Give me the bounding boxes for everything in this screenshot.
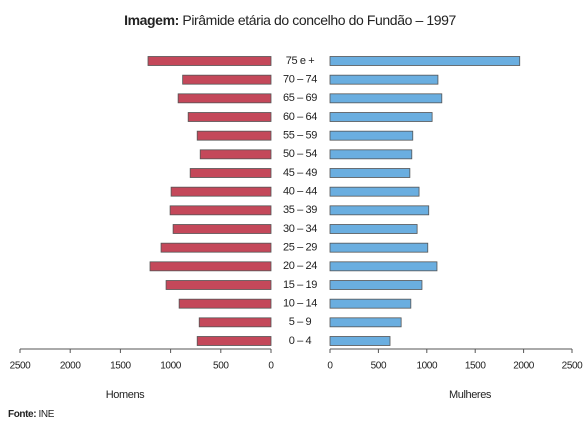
bar	[172, 224, 272, 234]
category-label: 65 – 69	[283, 92, 317, 104]
source: INE	[39, 409, 55, 420]
source-group: Fonte: INE	[8, 409, 55, 420]
x-tick-label: 1000	[160, 361, 181, 372]
bar	[182, 74, 272, 85]
category-label: 75 e +	[286, 55, 315, 67]
category-label: 35 – 39	[283, 204, 317, 216]
x-tick-label: 1000	[416, 361, 437, 372]
bar	[189, 168, 272, 178]
bar	[329, 74, 439, 85]
bar	[329, 56, 521, 66]
category-label: 25 – 29	[283, 242, 317, 254]
bar	[149, 261, 272, 272]
axis-title: Homens	[106, 389, 145, 401]
category-label: 30 – 34	[283, 223, 317, 235]
chart-title: Pirâmide etária do concelho do Fundão – …	[182, 12, 456, 28]
bar	[165, 280, 272, 290]
chart-title-group: Imagem: Pirâmide etária do concelho do F…	[124, 12, 456, 28]
bar	[329, 242, 429, 253]
x-tick-label: 1500	[465, 361, 486, 372]
bar	[169, 205, 272, 216]
x-tick-label: 2000	[60, 361, 81, 372]
category-label: 55 – 59	[283, 130, 317, 142]
bar	[329, 280, 423, 290]
bar	[329, 93, 443, 104]
bar	[199, 149, 272, 160]
category-label: 45 – 49	[283, 167, 317, 179]
category-label: 70 – 74	[283, 74, 317, 86]
category-label: 40 – 44	[283, 186, 317, 198]
bar	[329, 261, 438, 272]
x-tick-label: 0	[268, 361, 274, 372]
bar	[196, 336, 272, 346]
x-tick-label: 2000	[513, 361, 534, 372]
bar	[178, 298, 272, 309]
bar	[170, 186, 272, 197]
category-label: 50 – 54	[283, 148, 317, 160]
bar	[329, 224, 418, 234]
category-label: 10 – 14	[283, 298, 317, 310]
x-tick-label: 2500	[10, 361, 31, 372]
source-label: Fonte:	[8, 409, 36, 420]
category-label: 5 – 9	[289, 316, 312, 328]
bar	[187, 112, 272, 122]
x-tick-label: 500	[371, 361, 387, 372]
bar	[177, 93, 272, 104]
bar	[329, 149, 413, 160]
bar	[196, 130, 272, 141]
x-tick-label: 500	[213, 361, 229, 372]
bar	[329, 336, 391, 346]
bar	[329, 168, 411, 178]
category-label: 15 – 19	[283, 279, 317, 291]
bar	[329, 186, 420, 197]
bar	[329, 205, 430, 216]
bar	[329, 298, 412, 309]
x-tick-label: 1500	[110, 361, 131, 372]
bar	[160, 242, 272, 253]
axis-title: Mulheres	[449, 389, 492, 401]
category-label: 20 – 24	[283, 260, 317, 272]
x-tick-label: 2500	[562, 361, 583, 372]
title-prefix: Imagem:	[124, 12, 179, 28]
bar	[329, 130, 414, 141]
bar	[329, 112, 433, 122]
x-tick-label: 0	[327, 361, 333, 372]
bar	[198, 317, 272, 328]
bar	[329, 317, 402, 328]
bar	[147, 56, 272, 66]
category-label: 60 – 64	[283, 111, 317, 123]
category-label: 0 – 4	[289, 335, 312, 347]
